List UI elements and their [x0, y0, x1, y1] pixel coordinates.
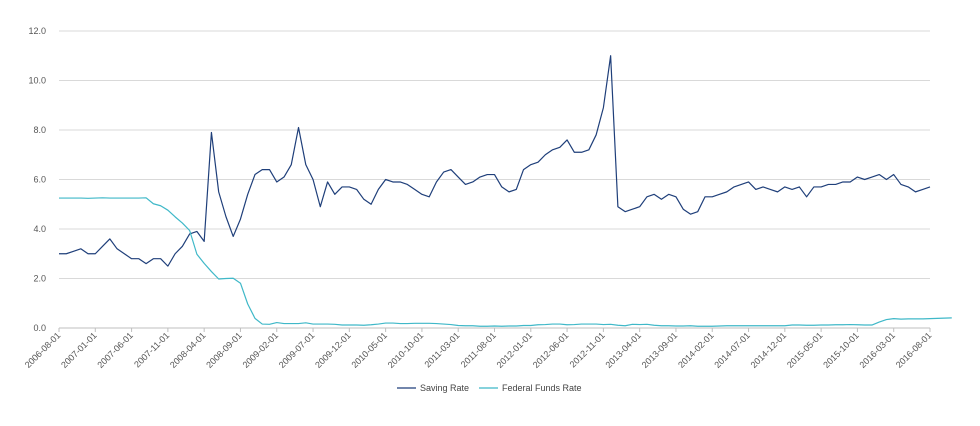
x-tick-label: 2008-09-01 — [204, 330, 244, 370]
x-tick-label: 2009-02-01 — [241, 330, 281, 370]
y-tick-label: 10.0 — [28, 76, 46, 86]
series-lines — [59, 55, 952, 327]
x-tick-label: 2008-04-01 — [168, 330, 208, 370]
y-tick-label: 0.0 — [33, 323, 46, 333]
legend-label-saving-rate: Saving Rate — [420, 383, 469, 393]
x-tick-label: 2015-05-01 — [785, 330, 825, 370]
x-tick-label: 2012-11-01 — [568, 330, 607, 369]
x-tick-label: 2014-12-01 — [749, 330, 789, 370]
x-tick-label: 2009-07-01 — [277, 330, 317, 370]
legend-item-federal-funds-rate: Federal Funds Rate — [479, 383, 582, 393]
x-tick-label: 2007-06-01 — [95, 330, 135, 370]
x-tick-label: 2011-08-01 — [459, 330, 498, 369]
x-tick-label: 2010-05-01 — [349, 330, 389, 370]
y-axis-ticks: 0.0 2.0 4.0 6.0 8.0 10.0 12.0 — [28, 26, 46, 333]
x-tick-label: 2014-07-01 — [712, 330, 752, 370]
legend: Saving Rate Federal Funds Rate — [397, 383, 582, 393]
series-line-federal-funds-rate — [59, 197, 952, 327]
x-axis-ticks: 2006-08-012007-01-012007-06-012007-11-01… — [23, 328, 934, 370]
y-tick-label: 12.0 — [28, 26, 46, 36]
x-tick-label: 2007-01-01 — [59, 330, 99, 370]
legend-item-saving-rate: Saving Rate — [397, 383, 469, 393]
x-tick-label: 2010-10-01 — [386, 330, 426, 370]
x-tick-label: 2013-09-01 — [640, 330, 680, 370]
x-tick-label: 2012-01-01 — [495, 330, 535, 370]
x-tick-label: 2011-03-01 — [422, 330, 461, 369]
x-tick-label: 2009-12-01 — [313, 330, 353, 370]
legend-label-federal-funds-rate: Federal Funds Rate — [502, 383, 582, 393]
x-tick-label: 2007-11-01 — [132, 330, 171, 369]
x-tick-label: 2016-08-01 — [894, 330, 934, 370]
gridlines — [59, 30, 930, 279]
series-line-saving-rate — [59, 55, 931, 267]
y-tick-label: 6.0 — [33, 175, 46, 185]
x-tick-label: 2015-10-01 — [821, 330, 861, 370]
y-tick-label: 8.0 — [33, 125, 46, 135]
x-tick-label: 2014-02-01 — [676, 330, 716, 370]
y-tick-label: 4.0 — [33, 224, 46, 234]
x-tick-label: 2012-06-01 — [531, 330, 571, 370]
x-tick-label: 2013-04-01 — [603, 330, 643, 370]
x-tick-label: 2006-08-01 — [23, 330, 63, 370]
x-tick-label: 2016-03-01 — [857, 330, 897, 370]
y-tick-label: 2.0 — [33, 274, 46, 284]
